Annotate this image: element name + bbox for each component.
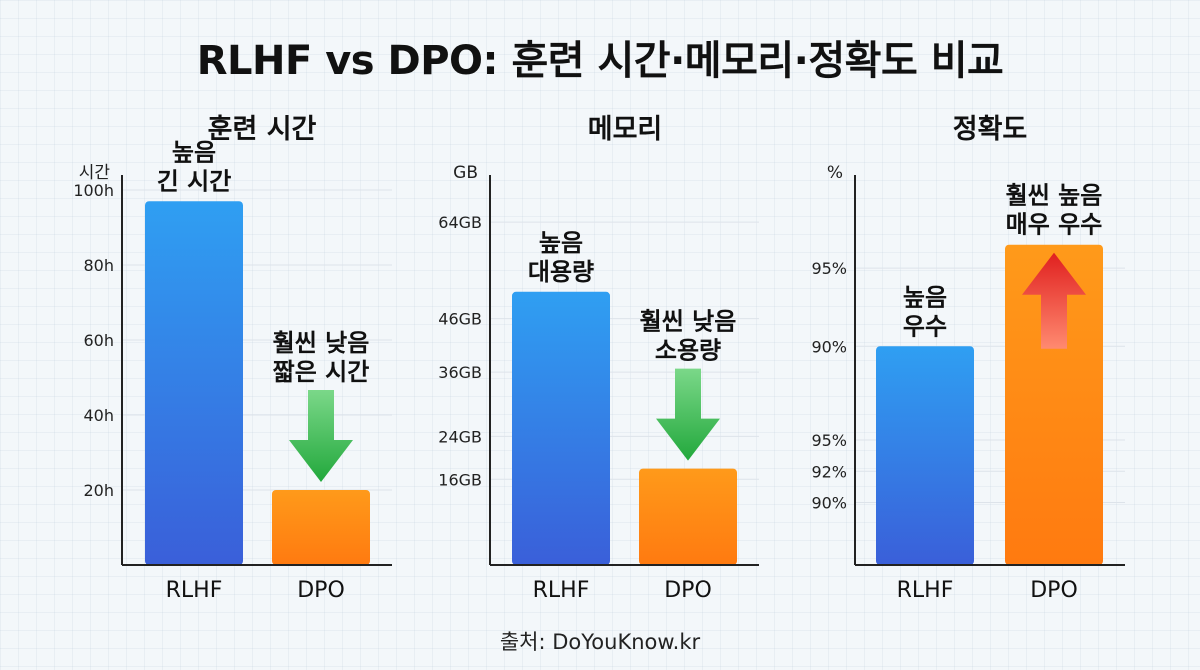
chart2-tick-label: 64GB: [438, 213, 482, 232]
chart2-tick-label: 16GB: [438, 470, 482, 489]
chart1-tick-label: 20h: [84, 481, 115, 500]
chart3-tick-label: 90%: [811, 337, 847, 356]
chart3-tick-label: 95%: [811, 259, 847, 278]
chart3-bar-dpo: [1005, 244, 1103, 565]
chart2-bar-annotation: 대용량: [528, 258, 594, 286]
chart3-bar-annotation: 높음: [903, 283, 947, 311]
chart3-tick-label: 92%: [811, 462, 847, 481]
chart3-bar-annotation: 훨씬 높음: [1006, 182, 1103, 210]
chart2-y-unit: GB: [453, 163, 478, 183]
chart2-bar-dpo: [639, 468, 737, 565]
chart1-down-arrow-icon: [289, 390, 353, 482]
chart1-bar-annotation: 높음: [172, 138, 216, 166]
chart1-bar-annotation: 긴 시간: [157, 167, 232, 195]
chart3-tick-label: 90%: [811, 494, 847, 513]
chart2-title: 메모리: [588, 114, 663, 145]
chart2-tick-label: 46GB: [438, 310, 482, 329]
chart3-title: 정확도: [953, 114, 1028, 145]
page-title: RLHF vs DPO: 훈련 시간·메모리·정확도 비교: [196, 38, 1004, 84]
source-credit: 출처: DoYouKnow.kr: [499, 630, 701, 654]
chart3-bar-rlhf: [876, 346, 974, 565]
chart1-y-unit: 시간: [79, 163, 111, 183]
chart3-up-arrow-icon: [1022, 252, 1086, 349]
chart2-bar-annotation: 높음: [539, 229, 583, 257]
chart1-category-label: RLHF: [166, 578, 223, 603]
chart1-tick-label: 100h: [73, 181, 114, 200]
chart1-bar-dpo: [272, 490, 370, 565]
chart2-category-label: RLHF: [533, 578, 590, 603]
chart2-category-label: DPO: [664, 578, 712, 603]
chart1-category-label: DPO: [297, 578, 345, 603]
chart3-tick-label: 95%: [811, 431, 847, 450]
chart2-down-arrow-icon: [656, 368, 720, 461]
chart3-bar-annotation: 매우 우수: [1006, 211, 1103, 239]
chart1-bar-annotation: 짧은 시간: [273, 358, 370, 386]
chart2-bar-annotation: 소용량: [655, 337, 721, 365]
chart2-tick-label: 36GB: [438, 363, 482, 382]
chart2-bar-rlhf: [512, 291, 610, 565]
chart3-bar-annotation: 우수: [903, 312, 947, 340]
chart3-y-unit: %: [827, 163, 843, 183]
chart1-title: 훈련 시간: [208, 114, 317, 145]
chart1-tick-label: 60h: [84, 331, 115, 350]
chart1-bar-annotation: 훨씬 낮음: [273, 329, 370, 357]
chart1-tick-label: 40h: [84, 406, 115, 425]
chart3-category-label: RLHF: [897, 578, 954, 603]
chart2-bar-annotation: 훨씬 낮음: [640, 308, 737, 336]
chart1-bar-rlhf: [145, 201, 243, 565]
chart1-tick-label: 80h: [84, 256, 115, 275]
chart2-tick-label: 24GB: [438, 427, 482, 446]
chart3-category-label: DPO: [1030, 578, 1078, 603]
